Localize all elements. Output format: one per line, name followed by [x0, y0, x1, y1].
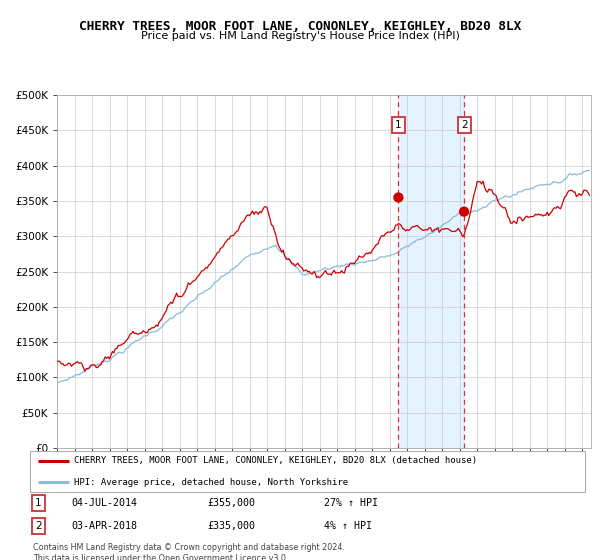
Text: CHERRY TREES, MOOR FOOT LANE, CONONLEY, KEIGHLEY, BD20 8LX (detached house): CHERRY TREES, MOOR FOOT LANE, CONONLEY, …: [74, 456, 478, 465]
Text: 2: 2: [35, 521, 41, 531]
Text: Price paid vs. HM Land Registry's House Price Index (HPI): Price paid vs. HM Land Registry's House …: [140, 31, 460, 41]
Text: £355,000: £355,000: [208, 498, 256, 508]
Text: Contains HM Land Registry data © Crown copyright and database right 2024.
This d: Contains HM Land Registry data © Crown c…: [33, 543, 345, 560]
Text: 27% ↑ HPI: 27% ↑ HPI: [324, 498, 378, 508]
Bar: [398, 95, 464, 448]
Text: 03-APR-2018: 03-APR-2018: [71, 521, 137, 531]
Text: 2: 2: [461, 120, 467, 130]
Text: £335,000: £335,000: [208, 521, 256, 531]
Text: CHERRY TREES, MOOR FOOT LANE, CONONLEY, KEIGHLEY, BD20 8LX: CHERRY TREES, MOOR FOOT LANE, CONONLEY, …: [79, 20, 521, 32]
Text: HPI: Average price, detached house, North Yorkshire: HPI: Average price, detached house, Nort…: [74, 478, 349, 487]
Text: 1: 1: [395, 120, 402, 130]
Text: 4% ↑ HPI: 4% ↑ HPI: [324, 521, 372, 531]
Text: 1: 1: [35, 498, 41, 508]
Point: [394, 193, 403, 202]
Point: [459, 207, 469, 216]
Text: 04-JUL-2014: 04-JUL-2014: [71, 498, 137, 508]
